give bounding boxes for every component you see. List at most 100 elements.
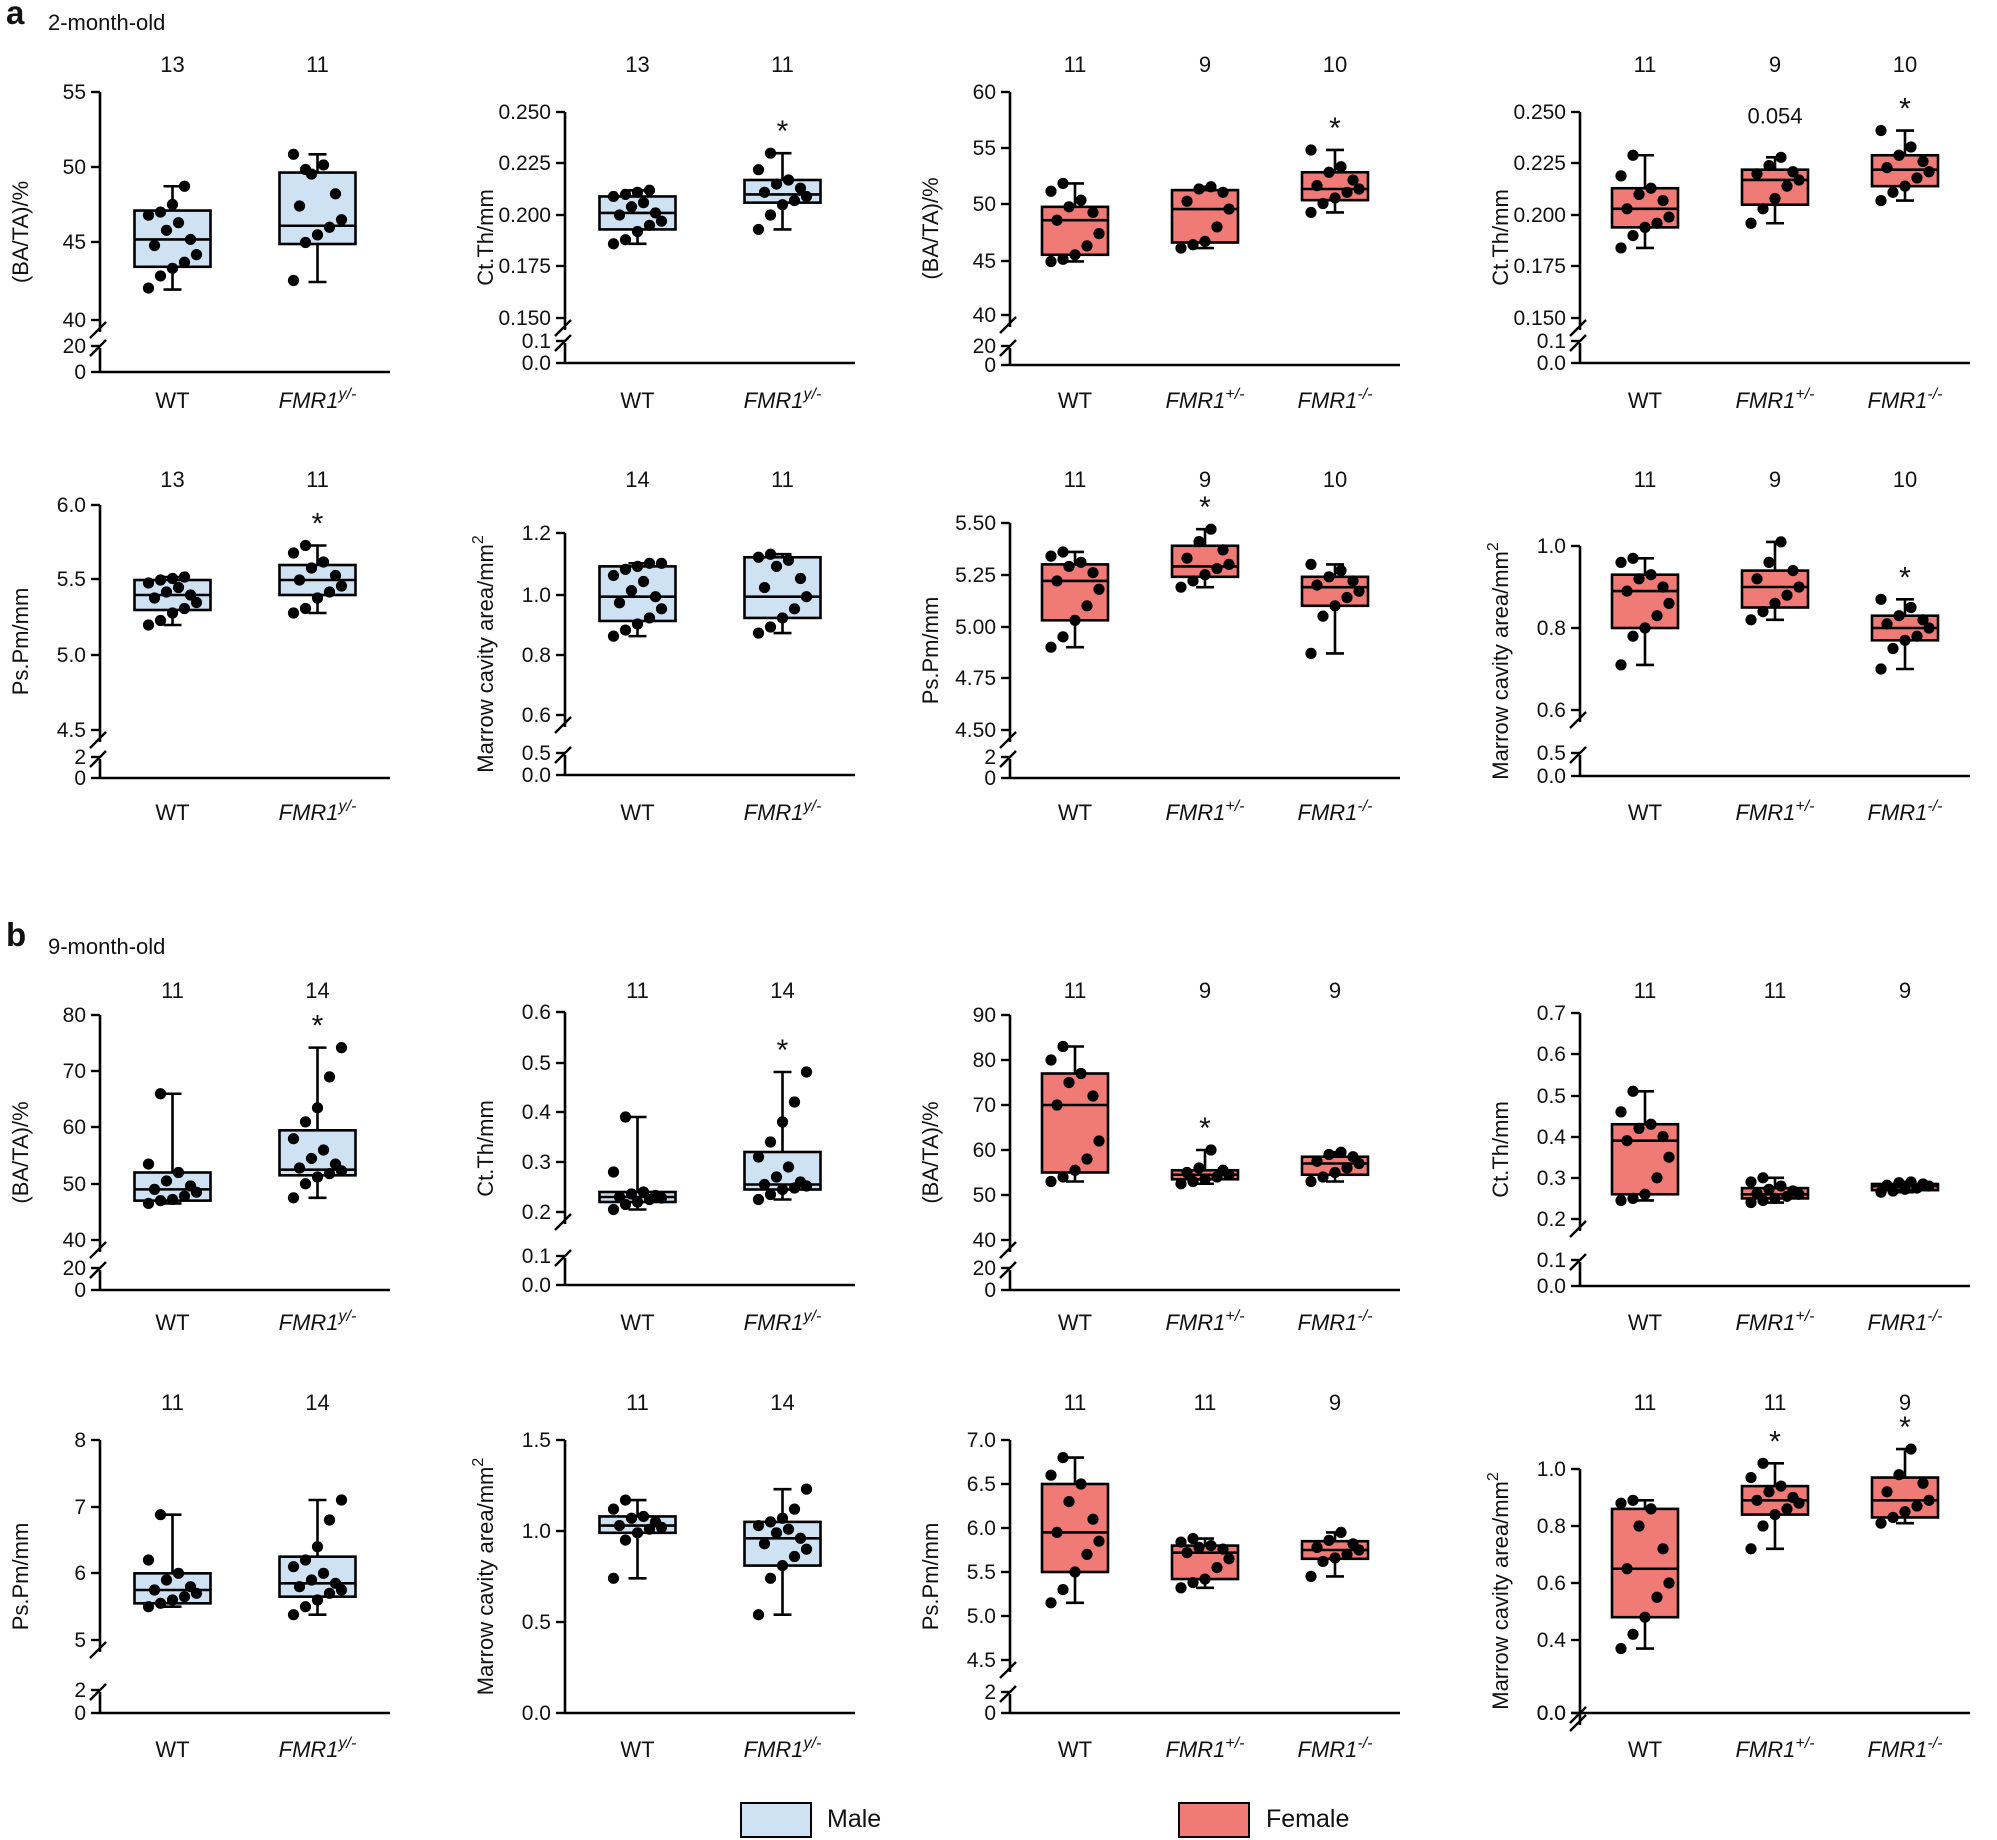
category-label-sup: +/- xyxy=(1795,798,1814,815)
box-group xyxy=(743,1483,822,1621)
data-point xyxy=(1347,1538,1359,1550)
data-point xyxy=(1769,1509,1781,1521)
data-point xyxy=(770,560,783,572)
y-axis-label: Marrow cavity area/mm2 xyxy=(1485,542,1513,780)
data-point xyxy=(1663,597,1675,610)
data-point xyxy=(299,236,312,249)
data-point xyxy=(1763,556,1775,569)
axis-break-mark xyxy=(89,731,107,749)
data-point xyxy=(794,1532,807,1544)
data-point xyxy=(1323,1534,1335,1546)
data-point xyxy=(317,1144,330,1156)
data-point xyxy=(305,1574,318,1586)
y-tick-label: 0.2 xyxy=(522,1201,551,1224)
box-group xyxy=(1610,149,1680,254)
n-label: 11 xyxy=(1064,467,1087,492)
data-point xyxy=(1175,1582,1187,1594)
data-point xyxy=(178,1190,191,1202)
y-axis-label: Marrow cavity area/mm2 xyxy=(470,535,498,773)
category-label-sup: +/- xyxy=(1225,386,1244,403)
category-label: FMR1-/- xyxy=(1298,386,1373,413)
y-tick-label: 5.5 xyxy=(57,568,86,591)
data-point xyxy=(1645,1503,1657,1515)
axis-break-mark xyxy=(1569,711,1587,729)
axis-break-mark xyxy=(1569,1714,1587,1732)
data-point xyxy=(148,1584,161,1596)
data-point xyxy=(1093,1535,1105,1547)
data-point xyxy=(776,1512,789,1524)
data-point xyxy=(1063,1496,1075,1508)
category-label: WT xyxy=(620,800,654,825)
data-point xyxy=(607,569,620,582)
data-point xyxy=(1763,1183,1775,1195)
data-point xyxy=(1051,1526,1063,1538)
y-tick-label: 50 xyxy=(973,193,996,216)
data-point xyxy=(625,201,638,213)
category-label: FMR1-/- xyxy=(1868,1735,1943,1762)
data-point xyxy=(1175,1536,1187,1548)
category-label: WT xyxy=(1058,1310,1092,1335)
data-point xyxy=(1093,583,1105,595)
data-point xyxy=(311,1541,324,1553)
y-axis-label: (BA/TA)/% xyxy=(8,1101,33,1203)
y-tick-label: 1.0 xyxy=(522,1520,551,1543)
data-point xyxy=(1875,1517,1887,1529)
n-label: 9 xyxy=(1769,467,1781,492)
data-point xyxy=(1627,552,1639,564)
n-label: 11 xyxy=(1634,467,1657,492)
data-point xyxy=(1787,565,1799,577)
y-axis-label: Marrow cavity area/mm2 xyxy=(470,1458,498,1696)
box-group xyxy=(1610,552,1680,671)
data-point xyxy=(1075,1067,1087,1080)
n-label: 9 xyxy=(1769,52,1781,77)
y-tick-label: 80 xyxy=(973,1049,996,1072)
data-point xyxy=(619,1494,632,1506)
data-point xyxy=(788,194,801,207)
data-point xyxy=(752,1609,765,1621)
data-point xyxy=(311,592,324,604)
data-point xyxy=(1917,614,1929,626)
data-point xyxy=(1899,1506,1911,1518)
data-point xyxy=(1633,1122,1645,1134)
y-break-tick-label: 2 xyxy=(984,746,996,769)
chart-b-r1c4: 0.2 0.3 0.4 0.5 0.6 0.7 0.0 0.1 Ct.Th/mm 11 WT 11 FM… xyxy=(1488,978,1970,1335)
data-point xyxy=(1217,544,1229,556)
data-point xyxy=(1069,614,1081,626)
data-point xyxy=(788,1550,801,1563)
data-point xyxy=(178,571,191,583)
data-point xyxy=(1751,1187,1763,1200)
data-point xyxy=(1881,1179,1893,1191)
y-axis-label: Ct.Th/mm xyxy=(473,1100,498,1197)
data-point xyxy=(1045,550,1057,562)
y-break-tick-label: 20 xyxy=(973,1257,996,1280)
data-point xyxy=(293,574,306,586)
axis-break-mark xyxy=(554,1213,572,1231)
axis-break-mark xyxy=(89,750,107,768)
y-tick-label: 0.5 xyxy=(1537,1085,1566,1108)
y-axis-label: Ct.Th/mm xyxy=(473,189,498,286)
y-break-tick-label: 20 xyxy=(63,1257,86,1280)
y-tick-label: 0.175 xyxy=(498,255,551,278)
n-label: 9 xyxy=(1329,1390,1341,1415)
data-point xyxy=(776,1116,789,1128)
y-axis-label-sup: 2 xyxy=(1485,542,1502,551)
y-tick-label: 50 xyxy=(973,1184,996,1207)
data-point xyxy=(794,572,807,585)
y-tick-label: 0.225 xyxy=(498,152,551,175)
data-point xyxy=(1905,1443,1917,1455)
data-point xyxy=(607,238,620,250)
data-point xyxy=(329,1158,342,1170)
category-label: WT xyxy=(620,1737,654,1762)
y-tick-label: 5.0 xyxy=(57,644,86,667)
y-tick-label: 0.6 xyxy=(522,704,551,727)
category-label-sup: y/- xyxy=(338,1735,357,1752)
n-label: 10 xyxy=(1323,52,1347,77)
y-tick-label: 5.00 xyxy=(955,616,996,639)
data-point xyxy=(800,190,813,203)
data-point xyxy=(1627,1192,1639,1204)
data-point xyxy=(1311,579,1323,591)
data-point xyxy=(1057,1171,1069,1183)
data-point xyxy=(1063,1076,1075,1089)
category-label: WT xyxy=(620,388,654,413)
data-point xyxy=(782,554,795,566)
